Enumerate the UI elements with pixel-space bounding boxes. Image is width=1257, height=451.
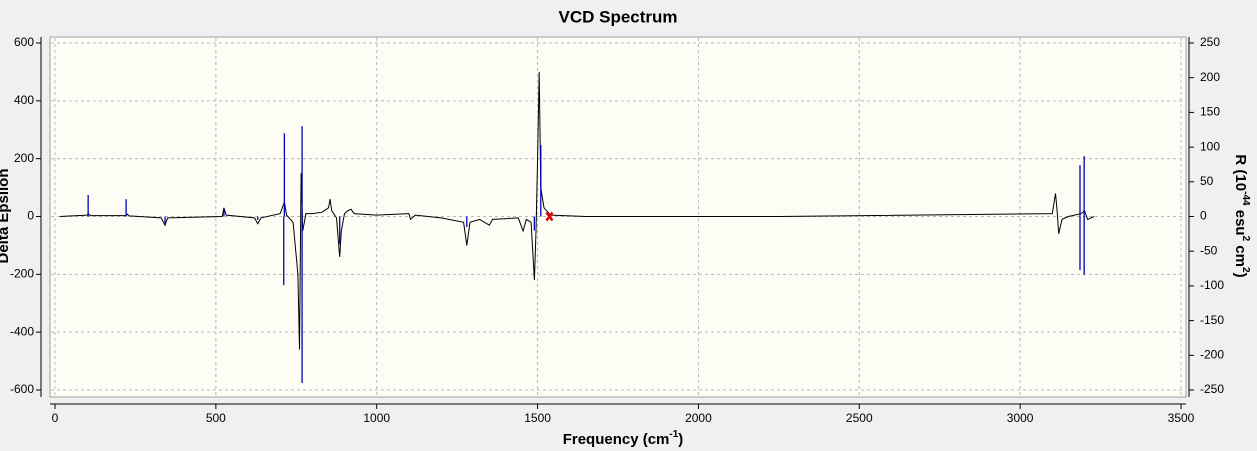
y-tick-label: 200 xyxy=(14,151,34,165)
y2-tick-label: -50 xyxy=(1200,243,1218,257)
spectrum-line xyxy=(59,71,1095,350)
label-text: Frequency (cm xyxy=(563,431,670,448)
cursor-marker xyxy=(545,211,554,222)
y2-tick-label: -200 xyxy=(1200,347,1224,361)
y2-tick-label: 200 xyxy=(1200,70,1220,84)
x-tick-label: 3000 xyxy=(1007,411,1034,425)
label-text: R (10 xyxy=(1232,154,1249,191)
x-tick-label: 0 xyxy=(52,411,59,425)
y2-tick-label: 150 xyxy=(1200,105,1220,119)
label-superscript: 2 xyxy=(1240,267,1251,273)
y-axis-label: Delta Epsilon xyxy=(0,168,12,263)
y2-tick-label: 250 xyxy=(1200,35,1220,49)
y2-axis-label: R (10-44 esu2 cm2) xyxy=(1232,154,1251,277)
label-text: cm xyxy=(1232,241,1249,267)
y-tick-label: -400 xyxy=(10,324,34,338)
y2-tick-label: 0 xyxy=(1200,209,1207,223)
label-superscript: -44 xyxy=(1240,191,1251,206)
x-tick-label: 1000 xyxy=(363,411,390,425)
label-superscript: 2 xyxy=(1240,236,1251,242)
x-axis-label: Frequency (cm-1) xyxy=(563,429,684,448)
label-text: ) xyxy=(1232,273,1249,278)
x-tick-label: 500 xyxy=(206,411,226,425)
x-tick-label: 3500 xyxy=(1168,411,1195,425)
chart-title: VCD Spectrum xyxy=(558,7,677,26)
x-tick-label: 1500 xyxy=(524,411,551,425)
y-tick-label: 0 xyxy=(27,209,34,223)
y2-tick-label: -100 xyxy=(1200,278,1224,292)
y-tick-label: 600 xyxy=(14,35,34,49)
y2-tick-label: -250 xyxy=(1200,382,1224,396)
x-tick-label: 2000 xyxy=(685,411,712,425)
x-tick-label: 2500 xyxy=(846,411,873,425)
y2-tick-label: -150 xyxy=(1200,313,1224,327)
y-tick-label: -200 xyxy=(10,267,34,281)
label-superscript: -1 xyxy=(669,429,678,440)
y2-tick-label: 100 xyxy=(1200,139,1220,153)
y-tick-label: -600 xyxy=(10,382,34,396)
label-text: esu xyxy=(1232,206,1249,236)
y2-tick-label: 50 xyxy=(1200,174,1214,188)
label-text: ) xyxy=(678,431,683,448)
y-tick-label: 400 xyxy=(14,93,34,107)
